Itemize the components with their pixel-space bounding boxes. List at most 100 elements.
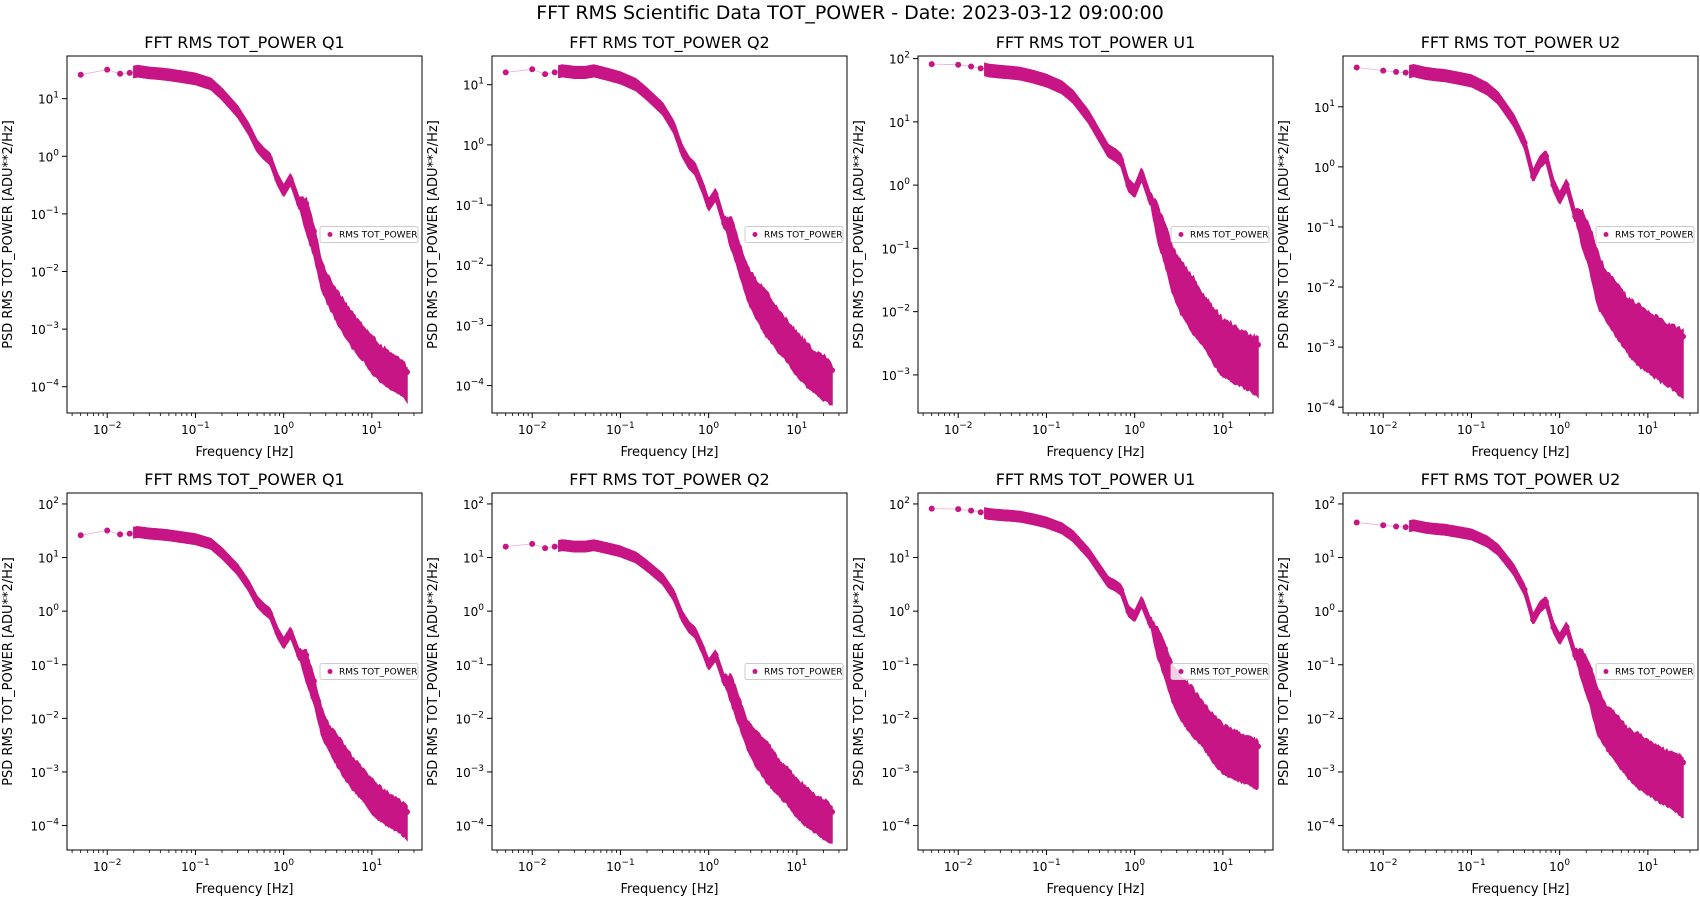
data-point (1454, 529, 1461, 535)
data-point (502, 543, 509, 550)
data-point (1530, 616, 1537, 623)
data-point (1422, 70, 1429, 77)
y-tick-label: 10−3 (455, 764, 484, 780)
data-point (1147, 620, 1154, 626)
data-point (368, 338, 375, 345)
data-point (338, 298, 345, 305)
psd-band (1409, 64, 1684, 399)
x-tick-label: 101 (1212, 858, 1233, 874)
x-tick-label: 101 (1212, 421, 1233, 437)
data-point (1410, 522, 1417, 529)
data-point (743, 720, 750, 727)
data-point (997, 68, 1004, 75)
legend-marker (327, 232, 333, 237)
data-point (1008, 69, 1015, 76)
data-point (633, 554, 639, 561)
data-point (1579, 652, 1586, 659)
y-tick-label: 10−1 (30, 206, 59, 222)
data-point (192, 536, 199, 543)
x-tick-label: 100 (1124, 421, 1145, 437)
data-point (1211, 311, 1218, 318)
data-point (644, 91, 650, 97)
legend-marker (752, 232, 758, 237)
y-tick-label: 102 (889, 51, 910, 67)
data-point (146, 69, 153, 76)
data-point (955, 506, 962, 513)
data-point (763, 743, 770, 750)
data-point (977, 509, 984, 516)
data-point (1662, 326, 1669, 332)
legend-box (1170, 226, 1270, 243)
data-point (997, 512, 1004, 519)
data-point (1161, 645, 1168, 652)
data-point (1636, 736, 1643, 743)
data-point (1246, 739, 1253, 746)
data-point (1543, 598, 1549, 605)
data-point (735, 699, 742, 706)
x-tick-label: 100 (698, 858, 719, 874)
data-point (261, 605, 268, 612)
data-point (165, 71, 172, 78)
data-point (712, 191, 719, 198)
x-axis-label: Frequency [Hz] (195, 882, 293, 897)
panel-title: FFT RMS TOT_POWER U2 (1421, 470, 1621, 490)
data-point (1495, 546, 1501, 553)
panel-title: FFT RMS TOT_POWER U2 (1421, 33, 1621, 53)
data-layer (1353, 519, 1686, 819)
x-tick-label: 100 (1549, 858, 1570, 874)
x-tick-label: 101 (361, 858, 382, 874)
y-tick-label: 10−4 (30, 818, 59, 834)
data-point (1219, 322, 1226, 329)
data-point (1521, 586, 1528, 593)
data-point (542, 71, 549, 78)
data-point (1680, 333, 1686, 340)
data-point (1586, 666, 1593, 673)
data-point (1662, 752, 1669, 759)
data-point (659, 105, 666, 112)
data-point (603, 71, 610, 78)
x-tick-label: 10−2 (518, 858, 547, 874)
chart-panel: 10−2 10−1 100 101 10−4 10−3 10−2 10−1 100 101 FFT … (426, 33, 848, 460)
chart-panel: 10−2 10−1 100 101 10−4 10−3 10−2 10−1 100 101 102 F… (426, 470, 848, 897)
data-point (310, 228, 317, 235)
y-tick-label: 100 (38, 603, 59, 619)
data-layer (1353, 64, 1686, 399)
chart-panel: 10−2 10−1 100 101 10−4 10−3 10−2 10−1 100 101 102 F… (1277, 470, 1699, 897)
data-point (261, 150, 268, 157)
data-point (1614, 717, 1621, 724)
data-point (1059, 84, 1065, 91)
data-point (1454, 75, 1461, 82)
data-point (751, 280, 758, 287)
panel-title: FFT RMS TOT_POWER Q2 (569, 33, 769, 53)
data-point (1484, 85, 1490, 92)
data-point (1433, 526, 1440, 533)
data-point (1380, 67, 1387, 74)
psd-band (558, 64, 833, 406)
x-tick-label: 101 (361, 421, 382, 437)
data-point (1602, 273, 1609, 280)
data-point (1654, 747, 1661, 754)
y-tick-label: 102 (1314, 496, 1335, 512)
y-tick-label: 10−1 (1306, 657, 1335, 673)
legend-label: RMS TOT_POWER (764, 668, 843, 678)
data-point (1550, 624, 1557, 631)
data-point (1510, 117, 1517, 124)
data-point (1043, 77, 1050, 84)
data-point (338, 743, 345, 750)
x-axis-label: Frequency [Hz] (1471, 882, 1569, 897)
data-point (1484, 538, 1490, 545)
legend-box (319, 663, 419, 680)
y-tick-label: 10−4 (881, 818, 910, 834)
data-point (157, 531, 164, 538)
data-point (146, 530, 153, 537)
x-tick-label: 10−2 (93, 858, 122, 874)
data-point (1029, 73, 1036, 80)
data-point (378, 349, 385, 355)
y-tick-label: 101 (1314, 99, 1335, 115)
data-point (1189, 278, 1196, 285)
data-point (1237, 333, 1244, 340)
data-point (559, 67, 566, 74)
psd-band (1409, 519, 1684, 819)
data-point (1255, 341, 1261, 348)
data-point (1402, 524, 1409, 531)
